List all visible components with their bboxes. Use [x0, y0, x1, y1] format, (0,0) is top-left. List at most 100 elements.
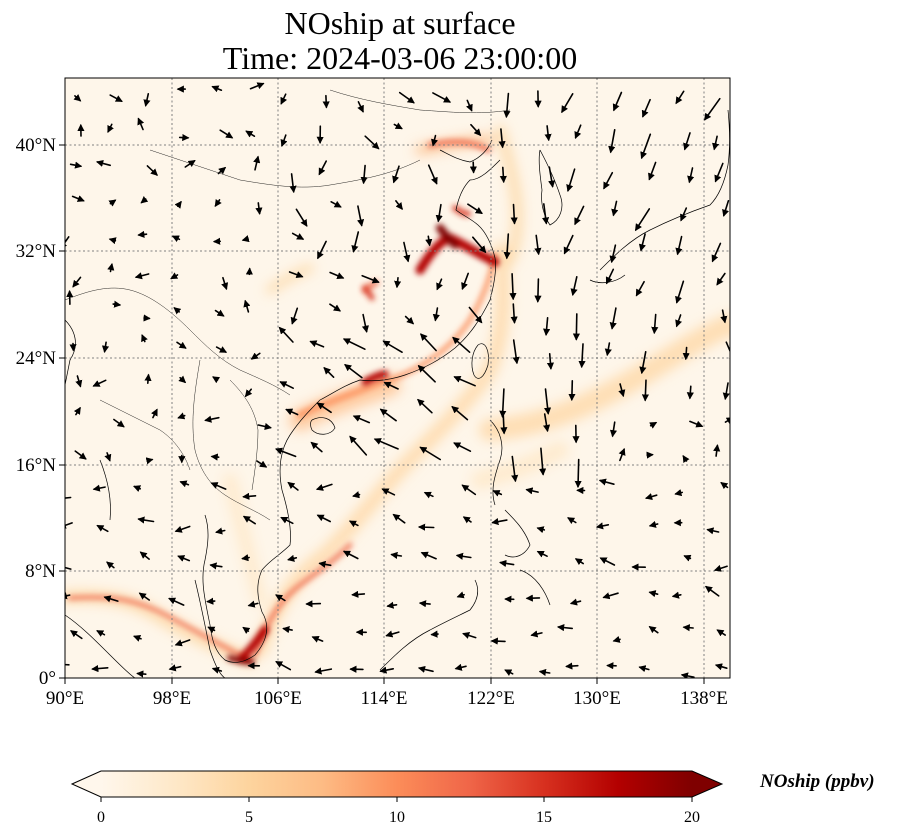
wind-vector-arrow: [682, 624, 694, 632]
wind-vector-arrow: [536, 550, 548, 558]
wind-vector-arrow: [713, 444, 721, 457]
wind-vector-arrow: [603, 171, 614, 190]
wind-vector-arrow: [330, 200, 342, 208]
wind-vector-arrow: [107, 123, 114, 133]
wind-vector-arrow: [648, 161, 657, 181]
wind-vector-arrow: [674, 489, 684, 497]
colorbar-tick-label: 0: [97, 809, 105, 826]
wind-vector-arrow: [143, 93, 151, 107]
wind-vector-arrow: [722, 382, 730, 401]
wind-vector-arrow: [344, 364, 363, 379]
wind-vector-arrow: [548, 166, 556, 188]
wind-vector-arrow: [352, 415, 371, 424]
wind-vector-arrow: [420, 551, 437, 560]
wind-vector-arrow: [65, 663, 70, 666]
wind-vector-arrow: [461, 272, 470, 291]
wind-vector-arrow: [456, 591, 465, 599]
wind-vector-arrow: [543, 388, 552, 415]
wind-vector-arrow: [177, 412, 186, 420]
wind-vector-arrow: [360, 164, 368, 185]
wind-vector-arrow: [215, 527, 226, 535]
wind-vector-arrow: [645, 493, 658, 501]
wind-vector-arrow: [534, 278, 542, 303]
wind-vector-arrow: [393, 122, 403, 130]
wind-vector-arrow: [373, 438, 399, 450]
wind-vector-arrow: [510, 203, 518, 225]
wind-vector-arrow: [96, 630, 106, 637]
wind-vector-arrow: [525, 487, 539, 495]
colorbar-tick-label: 20: [684, 809, 700, 826]
wind-vector-arrow: [241, 235, 250, 243]
wind-vector-arrow: [204, 415, 220, 423]
wind-vector-arrow: [612, 635, 621, 643]
wind-vector-arrow: [648, 520, 659, 528]
colorbar-label: NOship (ppbv): [760, 771, 875, 792]
wind-vector-arrow: [425, 235, 433, 247]
lat-tick-label: 24°N: [16, 348, 57, 369]
wind-vector-arrow: [714, 663, 728, 671]
wind-vector-arrow: [275, 447, 297, 458]
wind-vector-arrow: [392, 513, 406, 524]
colorbar-tick-label: 15: [536, 809, 552, 826]
wind-vector-arrow: [436, 278, 443, 291]
wind-vector-arrow: [565, 662, 579, 670]
wind-vector-arrow: [379, 666, 395, 674]
wind-vector-arrow: [137, 516, 155, 524]
wind-vector-arrow: [466, 99, 473, 112]
wind-vector-arrow: [395, 200, 403, 210]
wind-vector-arrow: [563, 234, 574, 255]
wind-vector-arrow: [432, 92, 452, 103]
wind-vector-arrow: [618, 383, 626, 398]
wind-vector-arrow: [290, 307, 299, 325]
wind-vector-arrow: [541, 203, 550, 225]
wind-vector-arrow: [101, 341, 110, 354]
wind-vector-arrow: [112, 300, 122, 308]
wind-vector-arrow: [69, 161, 83, 169]
wind-vector-arrow: [503, 92, 511, 119]
wind-vector-arrow: [716, 629, 727, 637]
wind-vector-arrow: [249, 82, 265, 90]
wind-vector-arrow: [403, 241, 411, 263]
wind-vector-arrow: [451, 405, 469, 421]
wind-vector-arrow: [214, 309, 225, 317]
wind-vector-arrow: [417, 665, 434, 673]
wind-vector-arrow: [349, 435, 368, 456]
wind-vector-arrow: [680, 672, 695, 678]
wind-vector-arrow: [137, 230, 148, 238]
wind-vector-arrow: [243, 299, 251, 313]
wind-vector-arrow: [605, 268, 615, 285]
wind-vector-arrow: [96, 159, 111, 167]
wind-vector-arrow: [417, 523, 435, 531]
wind-vector-arrow: [275, 594, 286, 602]
wind-vector-arrow: [70, 630, 83, 640]
wind-vector-arrow: [295, 208, 308, 227]
wind-vector-arrow: [455, 552, 472, 560]
wind-vector-arrow: [635, 280, 645, 297]
wind-vector-arrow: [361, 274, 380, 284]
wind-vector-arrow: [242, 492, 257, 500]
wind-vector-arrow: [144, 373, 152, 385]
wind-vector-arrow: [106, 561, 115, 569]
wind-vector-arrow: [641, 379, 650, 402]
wind-vector-arrow: [134, 272, 150, 280]
wind-vector-arrow: [287, 481, 299, 491]
wind-vector-arrow: [136, 670, 147, 678]
wind-vector-arrow: [351, 231, 360, 253]
wind-vector-arrow: [65, 236, 70, 250]
wind-vector-arrow: [173, 307, 182, 315]
colorbar-gradient: [101, 771, 692, 797]
wind-vector-arrow: [168, 597, 185, 606]
wind-vector-arrow: [108, 237, 117, 245]
wind-vector-arrow: [512, 339, 520, 365]
wind-vector-arrow: [174, 639, 191, 647]
wind-vector-arrow: [611, 200, 619, 217]
wind-vector-arrow: [314, 667, 333, 675]
wind-vector-arrow: [687, 167, 695, 184]
wind-vector-arrow: [280, 134, 288, 147]
colorbar-tick-label: 5: [245, 809, 253, 826]
wind-vector-arrow: [348, 520, 359, 528]
wind-vector-arrow: [604, 342, 612, 357]
map-title: NOship at surface: [284, 5, 516, 41]
wind-vector-arrow: [556, 623, 574, 632]
wind-vector-arrow: [454, 663, 467, 671]
